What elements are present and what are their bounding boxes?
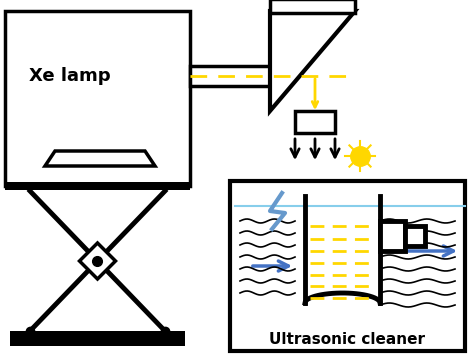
Polygon shape [80, 243, 116, 279]
Bar [5, 182, 190, 190]
Polygon shape [45, 151, 155, 166]
Text: Xe lamp: Xe lamp [29, 67, 111, 85]
Text: Ultrasonic cleaner: Ultrasonic cleaner [270, 331, 426, 347]
Bar [295, 111, 335, 133]
Bar [270, 0, 355, 13]
Polygon shape [270, 11, 355, 111]
Bar [230, 181, 465, 351]
Bar [10, 331, 185, 346]
Bar [5, 11, 190, 186]
Bar [190, 66, 270, 86]
Bar [405, 226, 425, 246]
Bar [380, 221, 405, 251]
